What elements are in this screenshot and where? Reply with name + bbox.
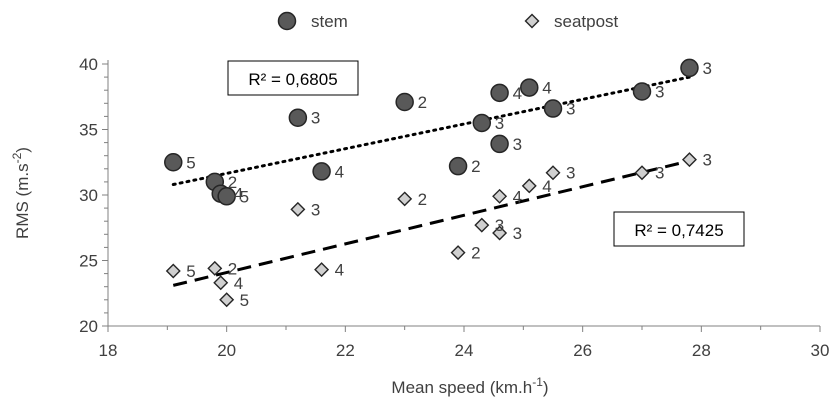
x-tick-label: 18 xyxy=(99,341,118,360)
stem-point xyxy=(448,156,468,176)
x-tick-label: 28 xyxy=(692,341,711,360)
seatpost-point-label: 5 xyxy=(240,291,249,310)
seatpost-point xyxy=(207,260,223,276)
seatpost-point xyxy=(314,262,330,278)
stem-point-label: 4 xyxy=(542,79,551,98)
seatpost-point-label: 2 xyxy=(418,190,427,209)
legend-label-seatpost: seatpost xyxy=(554,12,619,31)
seatpost-point-label: 3 xyxy=(495,216,504,235)
seatpost-point xyxy=(492,188,508,204)
seatpost-point-label: 4 xyxy=(513,187,522,206)
stem-point-label: 3 xyxy=(495,114,504,133)
stem-point xyxy=(217,187,236,206)
stem-point xyxy=(490,134,509,154)
seatpost-point-label: 4 xyxy=(542,177,551,196)
y-tick-label: 20 xyxy=(79,317,98,336)
seatpost-point xyxy=(521,178,537,194)
stem-point-label: 5 xyxy=(186,153,195,172)
legend-marker-seatpost xyxy=(524,13,540,29)
seatpost-point-label: 2 xyxy=(228,259,237,278)
stem-point xyxy=(312,162,331,181)
stem-point-label: 3 xyxy=(655,83,664,102)
x-tick-label: 30 xyxy=(811,341,830,360)
stem-point-label: 2 xyxy=(418,93,427,112)
legend-marker-stem xyxy=(277,11,297,31)
seatpost-point-label: 3 xyxy=(513,224,522,243)
stem-point xyxy=(472,113,492,133)
stem-point-label: 4 xyxy=(335,162,344,181)
stem-point xyxy=(632,82,652,101)
seatpost-point-label: 3 xyxy=(311,200,320,219)
seatpost-point xyxy=(450,245,466,261)
stem-point-label: 5 xyxy=(240,187,249,206)
stem-point-label: 4 xyxy=(513,84,522,103)
seatpost-point xyxy=(492,225,508,241)
stem-point-label: 2 xyxy=(471,157,480,176)
y-axis-title: RMS (m.s-2) xyxy=(10,147,32,239)
stem-point-label: 3 xyxy=(702,59,711,78)
seatpost-point xyxy=(290,201,306,217)
seatpost-point xyxy=(545,165,561,181)
stem-point xyxy=(490,83,509,103)
seatpost-point-label: 3 xyxy=(655,164,664,183)
seatpost-point-label: 3 xyxy=(702,151,711,170)
seatpost-point xyxy=(681,152,697,168)
seatpost-point-label: 4 xyxy=(335,261,344,280)
r2-box-seatpost xyxy=(613,211,745,247)
legend-label-stem: stem xyxy=(311,12,348,31)
stem-point-label: 3 xyxy=(513,135,522,154)
x-tick-label: 22 xyxy=(336,341,355,360)
seatpost-point xyxy=(165,263,181,279)
seatpost-point xyxy=(634,165,650,181)
stem-point-label: 3 xyxy=(566,100,575,119)
x-tick-label: 26 xyxy=(573,341,592,360)
legend: stem seatpost xyxy=(277,11,619,31)
x-tick-label: 24 xyxy=(455,341,474,360)
seatpost-trendline xyxy=(172,159,690,287)
y-tick-label: 40 xyxy=(79,55,98,74)
stem-point-label: 3 xyxy=(311,109,320,128)
trendlines xyxy=(171,75,691,287)
seatpost-point xyxy=(213,275,229,291)
r2-label-stem: R² = 0,6805 xyxy=(248,70,337,89)
seatpost-point xyxy=(219,292,235,308)
seatpost-point-label: 4 xyxy=(234,274,243,293)
seatpost-point-label: 5 xyxy=(186,262,195,281)
stem-point xyxy=(288,108,308,127)
seatpost-point-label: 3 xyxy=(566,164,575,183)
y-tick-label: 35 xyxy=(79,121,98,140)
r2-annotations: R² = 0,6805 R² = 0,7425 xyxy=(227,60,745,247)
r2-label-seatpost: R² = 0,7425 xyxy=(634,221,723,240)
stem-point xyxy=(164,153,183,172)
x-tick-label: 20 xyxy=(217,341,236,360)
seatpost-point xyxy=(474,217,490,233)
r2-box-stem xyxy=(227,60,359,96)
stem-point-label: 2 xyxy=(228,173,237,192)
stem-point xyxy=(543,99,563,118)
stem-point xyxy=(520,78,539,97)
seatpost-point xyxy=(397,191,413,207)
y-tick-label: 25 xyxy=(79,252,98,271)
y-tick-label: 30 xyxy=(79,186,98,205)
x-axis-title: Mean speed (km.h-1) xyxy=(391,375,548,397)
stem-point xyxy=(395,92,414,112)
stem-point xyxy=(680,58,699,78)
seatpost-point-label: 2 xyxy=(471,244,480,263)
stem-point-label: 4 xyxy=(234,185,243,204)
data-points xyxy=(164,58,699,308)
